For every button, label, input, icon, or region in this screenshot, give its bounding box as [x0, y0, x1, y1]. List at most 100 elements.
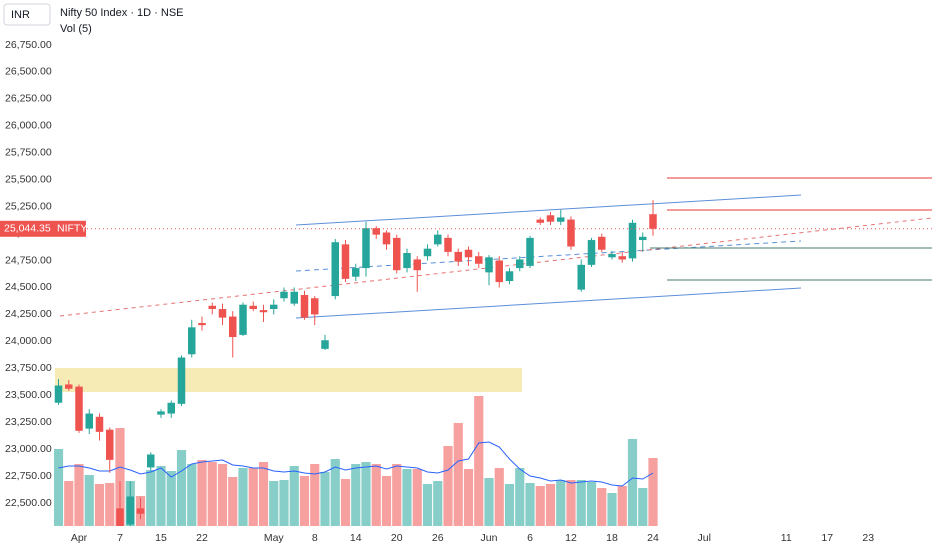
candle-body: [229, 316, 237, 338]
candle-body: [239, 304, 247, 335]
candle-body: [259, 310, 268, 313]
volume-bar: [217, 464, 228, 526]
candle-body: [393, 237, 401, 271]
x-tick-label: 18: [606, 532, 618, 544]
symbol-tag: [54, 220, 86, 237]
volume-bar: [310, 464, 320, 526]
y-tick-label: 25,500.00: [5, 173, 52, 185]
y-tick-label: 26,500.00: [5, 66, 52, 78]
candle-body: [587, 240, 596, 265]
candle-body: [136, 508, 145, 514]
y-tick-label: 23,500.00: [5, 389, 52, 401]
volume-bar: [617, 486, 627, 526]
candle-body: [157, 411, 165, 415]
volume-bar: [269, 481, 279, 526]
volume-bar: [84, 475, 94, 526]
volume-bar: [64, 481, 74, 526]
candle-body: [321, 340, 329, 349]
volume-bar: [166, 471, 176, 526]
candle-body: [290, 291, 298, 304]
volume-bar: [299, 476, 310, 526]
candle-body: [567, 219, 575, 247]
candle-body: [495, 260, 503, 283]
candle-body: [557, 217, 565, 222]
y-tick-label: 23,250.00: [5, 416, 52, 428]
candle-body: [280, 291, 288, 299]
x-tick-label: 15: [155, 532, 167, 544]
x-tick-label: 23: [862, 532, 874, 544]
candle-body: [198, 323, 206, 326]
y-tick-label: 26,000.00: [5, 120, 52, 132]
volume-bar: [576, 480, 586, 526]
last-price-tag: [0, 220, 54, 237]
candle-body: [126, 496, 134, 525]
candle-body: [341, 244, 350, 279]
candle-body: [464, 249, 473, 258]
axes: 22,500.00 22,750.00 23,000.00 23,250.00 23,5…: [0, 39, 874, 544]
volume-bar: [494, 468, 504, 526]
volume-bar: [627, 439, 638, 526]
y-tick-label: 23,750.00: [5, 362, 52, 374]
volume-bar: [392, 464, 402, 526]
volume-bar: [94, 484, 105, 526]
volume-bar: [340, 479, 351, 526]
volume-bar: [361, 462, 371, 526]
x-tick-label: 24: [647, 532, 659, 544]
candle-body: [177, 357, 186, 404]
volume-bar: [463, 469, 474, 526]
candle-body: [167, 402, 175, 414]
candle-body: [54, 385, 63, 403]
volume-bar: [453, 423, 463, 526]
volume-bar: [556, 480, 566, 526]
candle-body: [403, 252, 411, 269]
candle-body: [352, 268, 360, 277]
volume-ma: [58, 441, 654, 487]
y-tick-label: 25,750.00: [5, 147, 52, 159]
volume-bar: [504, 484, 515, 526]
volume-bar: [115, 428, 125, 526]
x-tick-label: 20: [391, 532, 403, 544]
candle-body: [444, 237, 452, 252]
x-tick-label: 6: [527, 532, 533, 544]
volume-bar: [156, 466, 166, 526]
volume-bar: [289, 466, 299, 526]
candle-body: [608, 254, 616, 258]
volume-bar: [433, 481, 443, 526]
candle-body: [526, 237, 534, 266]
candle-body: [95, 416, 104, 432]
volume-bar: [197, 460, 207, 526]
y-tick-label: 23,000.00: [5, 443, 52, 455]
price-pane: [54, 200, 932, 526]
volume-bar: [381, 476, 392, 526]
volume-bar: [443, 446, 453, 526]
currency-button[interactable]: [3, 3, 51, 26]
last-price: 25,044.35: [4, 223, 51, 235]
volume-bar: [607, 493, 617, 526]
volume-bar: [146, 470, 156, 526]
volume-bar: [566, 480, 576, 526]
volume-bar: [648, 458, 658, 526]
x-tick-label: Apr: [71, 532, 88, 544]
candle-body: [208, 305, 216, 310]
x-tick-label: Jul: [698, 532, 711, 544]
volume-bar: [371, 464, 381, 526]
candle-body: [372, 228, 380, 235]
x-tick-label: Jun: [481, 532, 498, 544]
channel-lower: [295, 287, 802, 319]
candle-body: [188, 327, 196, 355]
candle-body: [300, 295, 309, 318]
zone: [55, 368, 522, 392]
candle-body: [516, 259, 524, 269]
volume-bar: [74, 464, 84, 526]
candle-body: [505, 271, 514, 281]
x-tick-label: 14: [350, 532, 362, 544]
volume-bar: [54, 449, 64, 526]
volume-bar: [105, 483, 115, 526]
volume-bar: [176, 450, 187, 526]
candle-body: [475, 256, 483, 264]
candle-body: [423, 248, 432, 257]
volume-bar: [228, 477, 238, 526]
x-tick-label: May: [264, 532, 285, 544]
y-tick-label: 24,500.00: [5, 281, 52, 293]
